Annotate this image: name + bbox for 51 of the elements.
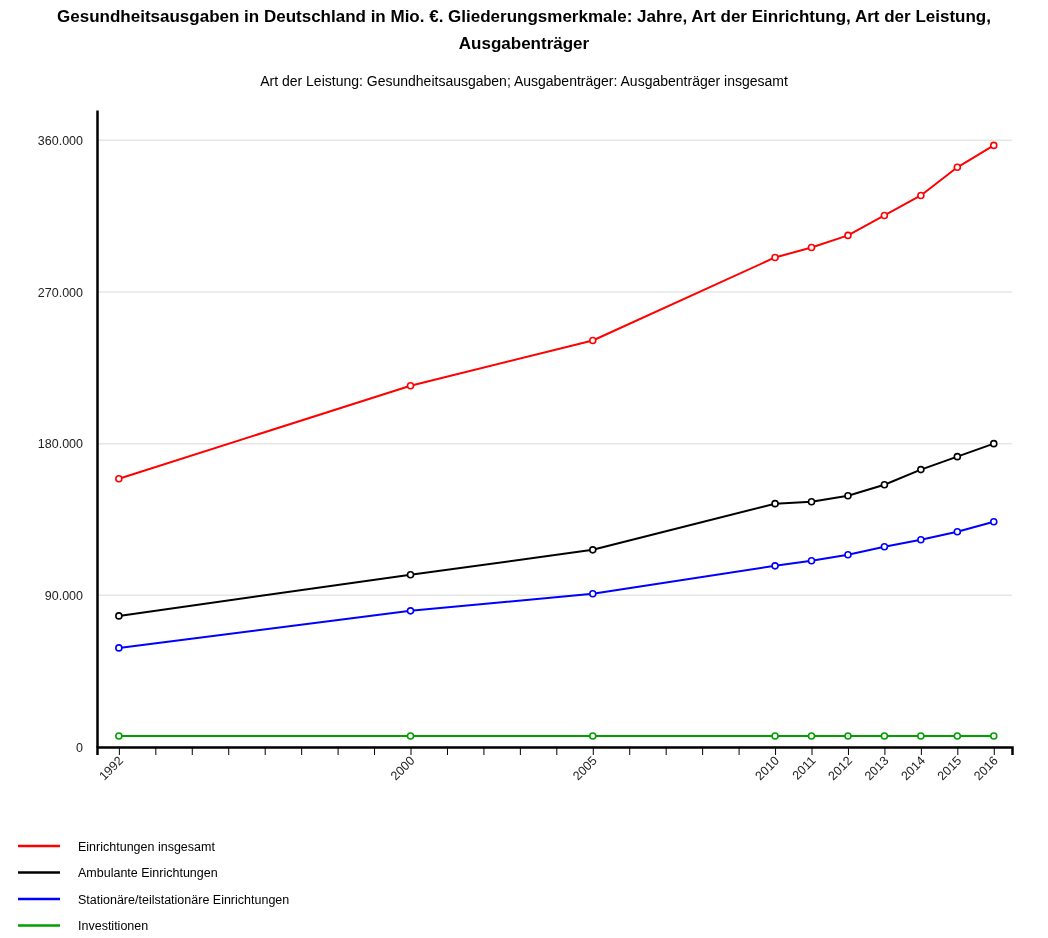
point: [917, 191, 925, 200]
point: [406, 607, 415, 615]
legend-label: Investitionen: [78, 919, 149, 933]
point: [771, 499, 779, 508]
y-tick-label: 0: [76, 740, 84, 755]
point: [917, 535, 925, 544]
legend-label: Ambulante Einrichtungen: [78, 866, 218, 880]
point: [807, 556, 816, 565]
point: [771, 253, 779, 262]
legend-label: Einrichtungen insgesamt: [78, 839, 216, 854]
point: [953, 528, 962, 536]
point: [115, 474, 123, 483]
point: [880, 480, 889, 489]
chart-title: Gesundheitsausgaben in Deutschland in Mio. €. Gliederungsmerkmale: Jahre, Art der Einrichtung, Art der Leistung, Ausgabenträger: [57, 7, 991, 53]
point: [953, 163, 962, 172]
point: [115, 612, 123, 620]
point: [880, 543, 889, 551]
point: [880, 211, 889, 220]
point: [771, 562, 779, 570]
point: [406, 381, 415, 390]
point: [588, 336, 597, 345]
point: [844, 491, 852, 500]
y-tick-label: 270.000: [37, 285, 84, 300]
point: [917, 465, 925, 474]
point: [880, 732, 889, 740]
y-tick-label: 90.000: [44, 588, 84, 603]
point: [953, 732, 962, 740]
point: [953, 452, 962, 461]
point: [844, 732, 852, 740]
point: [588, 732, 597, 740]
point: [771, 732, 779, 740]
point: [588, 546, 597, 554]
point: [807, 243, 816, 252]
point: [989, 732, 998, 740]
point: [844, 231, 852, 240]
y-tick-label: 180.000: [37, 437, 84, 452]
point: [115, 644, 123, 652]
point: [989, 517, 998, 526]
point: [588, 590, 597, 598]
point: [844, 550, 852, 559]
point: [989, 439, 998, 448]
legend-label: Stationäre/teilstationäre Einrichtungen: [78, 892, 290, 907]
point: [917, 732, 925, 740]
chart-subtitle: Art der Leistung: Gesundheitsausgaben; Ausgabenträger: Ausgabenträger insgesamt: [260, 73, 788, 89]
point: [115, 732, 123, 740]
y-tick-label: 360.000: [37, 133, 84, 148]
point: [807, 498, 816, 506]
point: [406, 732, 415, 740]
point: [807, 732, 816, 740]
point: [406, 570, 415, 579]
point: [989, 141, 998, 150]
